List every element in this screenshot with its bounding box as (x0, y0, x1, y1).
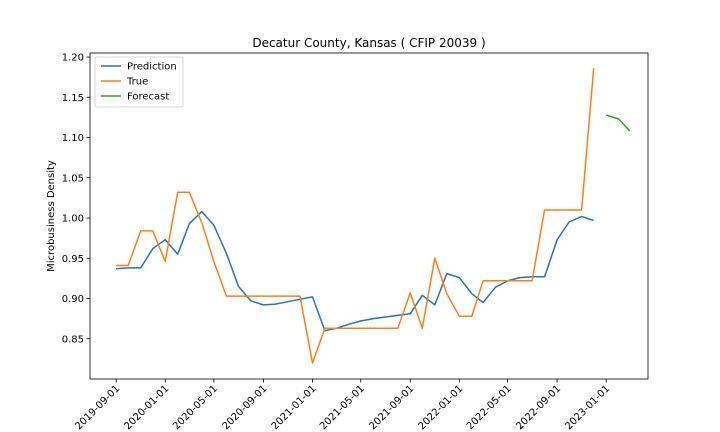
y-tick-label: 1.05 (62, 173, 84, 184)
plot-frame (89, 52, 649, 380)
y-tick-label: 0.90 (62, 294, 84, 305)
y-tick-label: 0.85 (62, 334, 84, 345)
y-axis: 0.85 0.90 0.95 1.00 1.05 1.10 1.15 1.20 (62, 53, 90, 345)
series-group (116, 68, 631, 364)
y-axis-label: Microbusiness Density (46, 160, 57, 272)
chart-title: Decatur County, Kansas ( CFIP 20039 ) (252, 36, 485, 50)
series-line-forecast (605, 114, 631, 132)
legend-label: Forecast (127, 92, 169, 103)
plot-area (89, 52, 649, 380)
y-tick-label: 1.15 (62, 93, 84, 104)
y-tick-label: 1.10 (62, 133, 84, 144)
legend: Prediction True Forecast (94, 56, 184, 108)
y-tick-label: 1.20 (62, 53, 84, 64)
legend-label: True (126, 77, 148, 88)
legend-label: Prediction (127, 62, 177, 73)
series-line-true (116, 68, 595, 364)
series-line-prediction (116, 210, 594, 332)
y-tick-label: 1.00 (62, 214, 84, 225)
y-tick-label: 0.95 (62, 254, 84, 265)
legend-box (94, 56, 184, 108)
